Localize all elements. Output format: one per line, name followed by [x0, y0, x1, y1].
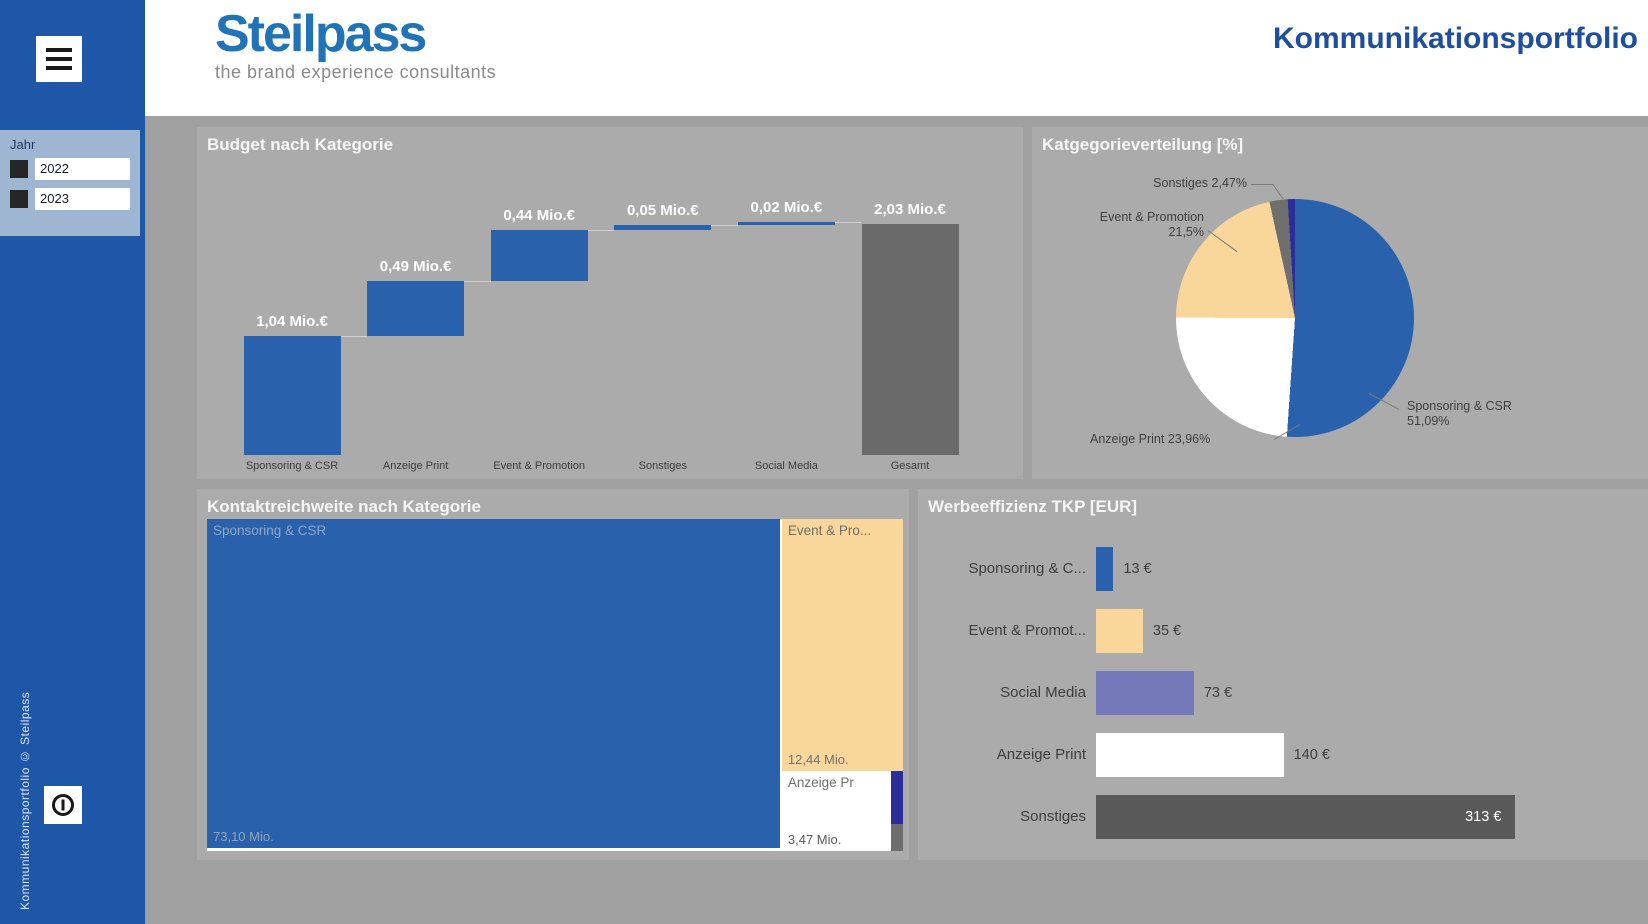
hbar-bar[interactable]: [1096, 671, 1194, 715]
treemap-chart[interactable]: Sponsoring & CSR 73,10 Mio. Event & Pro...…: [207, 519, 903, 851]
hbar-bar[interactable]: [1096, 609, 1143, 653]
panel-title: Budget nach Kategorie: [207, 135, 394, 154]
pie-slice-label-anzeige: Anzeige Print 23,96%: [1090, 432, 1211, 446]
treemap-tile-label: Anzeige Pr: [787, 774, 854, 790]
hbar-bar[interactable]: [1096, 547, 1114, 591]
year-option-label[interactable]: 2022: [35, 158, 130, 180]
info-icon: [52, 794, 74, 816]
hbar-value-label: 313 €: [1465, 809, 1502, 825]
tkp-bar-chart[interactable]: Sponsoring & C... 13 € Event & Promot... 35…: [926, 535, 1640, 851]
leader-line: [1251, 184, 1273, 185]
treemap-tile-value: 12,44 Mio.: [787, 751, 849, 767]
waterfall-value-label: 1,04 Mio.€: [256, 313, 328, 331]
hbar-row-label: Anzeige Print: [996, 746, 1086, 763]
waterfall-category-label: Gesamt: [890, 460, 930, 472]
waterfall-value-label: 0,44 Mio.€: [503, 207, 576, 225]
treemap-tile[interactable]: Sponsoring & CSR 73,10 Mio.: [207, 519, 780, 848]
waterfall-category-label: Anzeige Print: [382, 460, 449, 472]
treemap-tile[interactable]: [891, 824, 903, 851]
waterfall-bar[interactable]: [737, 221, 835, 225]
hbar-value-label: 73 €: [1203, 685, 1233, 701]
treemap-tile[interactable]: [891, 770, 903, 825]
waterfall-bar[interactable]: [367, 280, 465, 337]
panel-title: Kontaktreichweite nach Kategorie: [207, 497, 481, 516]
panel-kategorieverteilung: Katgegorieverteilung [%] Sonstiges 2,47%…: [1032, 127, 1648, 479]
checkbox-icon[interactable]: [10, 160, 28, 178]
panel-title: Werbeeffizienz TKP [EUR]: [928, 497, 1138, 516]
hbar-row-label: Social Media: [1000, 684, 1086, 701]
panel-kontaktreichweite: Kontaktreichweite nach Kategorie Sponsor…: [197, 489, 909, 860]
treemap-tile[interactable]: Event & Pro... 12,44 Mio.: [781, 519, 903, 771]
year-option-label[interactable]: 2023: [35, 188, 130, 210]
waterfall-bar[interactable]: [861, 223, 959, 455]
hbar-value-label: 13 €: [1123, 561, 1152, 577]
waterfall-value-label: 0,02 Mio.€: [750, 198, 823, 216]
hbar-row-label: Sonstiges: [1020, 808, 1086, 825]
hbar-bar[interactable]: [1096, 733, 1284, 777]
waterfall-bar[interactable]: [243, 336, 341, 455]
hbar-value-label: 35 €: [1152, 623, 1182, 639]
header: Steilpass the brand experience consultan…: [145, 0, 1648, 116]
leader-line: [1272, 184, 1284, 200]
hamburger-menu-button[interactable]: [36, 36, 82, 82]
waterfall-category-label: Sponsoring & CSR: [245, 460, 339, 472]
waterfall-category-label: Social Media: [754, 460, 818, 472]
waterfall-value-label: 0,49 Mio.€: [379, 257, 452, 275]
waterfall-connector: [711, 224, 738, 226]
hbar-row-label: Event & Promot...: [968, 622, 1086, 639]
waterfall-category-label: Sonstiges: [638, 460, 687, 472]
panel-title: Katgegorieverteilung [%]: [1042, 135, 1244, 154]
treemap-tile-value: 3,47 Mio.: [787, 831, 842, 847]
pie-slice-label-sonstiges: Sonstiges 2,47%: [1153, 176, 1247, 190]
waterfall-chart[interactable]: 1,04 Mio.€ Sponsoring & CSR 0,49 Mio.€ Anze…: [207, 171, 1007, 475]
waterfall-category-label: Event & Promotion: [493, 460, 586, 472]
report-canvas: Budget nach Kategorie 1,04 Mio.€ Sponsori…: [145, 116, 1648, 924]
waterfall-connector: [587, 230, 615, 232]
steilpass-logo: Steilpass the brand experience consultan…: [215, 8, 496, 83]
treemap-tile[interactable]: Anzeige Pr 3,47 Mio.: [781, 770, 890, 851]
sidebar: Jahr 2022 2023 Kommunikationsportfolio ©…: [0, 0, 145, 924]
hbar-bar[interactable]: [1096, 795, 1516, 839]
pie-slice-label-sponsoring: Sponsoring & CSR 51,09%: [1407, 399, 1512, 428]
logo-tagline: the brand experience consultants: [215, 62, 497, 82]
pie-slice-label-event: Event & Promotion 21,5%: [1099, 210, 1204, 239]
hamburger-icon: [46, 48, 72, 52]
checkbox-icon[interactable]: [10, 190, 28, 208]
year-slicer: Jahr 2022 2023: [0, 130, 140, 236]
report-title: Kommunikationsportfolio: [1273, 22, 1638, 55]
logo-text: Steilpass: [215, 5, 427, 63]
waterfall-bar[interactable]: [614, 224, 712, 231]
hbar-row-label: Sponsoring & C...: [968, 560, 1086, 577]
waterfall-bar[interactable]: [490, 230, 588, 281]
hbar-value-label: 140 €: [1293, 747, 1330, 763]
panel-werbeeffizienz-tkp: Werbeeffizienz TKP [EUR] Sponsoring & C.…: [918, 489, 1648, 860]
treemap-tile-label: Event & Pro...: [787, 523, 872, 538]
info-button[interactable]: [44, 786, 82, 824]
waterfall-connector: [340, 336, 368, 338]
slicer-title: Jahr: [10, 137, 36, 152]
year-option-2022[interactable]: 2022: [10, 158, 130, 180]
treemap-tile-value: 73,10 Mio.: [213, 829, 274, 844]
waterfall-value-label: 2,03 Mio.€: [874, 200, 946, 218]
sidebar-footer-text: Kommunikationsportfolio © Steilpass: [18, 691, 32, 910]
pie-chart[interactable]: [1176, 199, 1414, 437]
waterfall-value-label: 0,05 Mio.€: [626, 201, 699, 219]
panel-budget-nach-kategorie: Budget nach Kategorie 1,04 Mio.€ Sponsori…: [197, 127, 1023, 479]
waterfall-connector: [464, 280, 491, 282]
year-option-2023[interactable]: 2023: [10, 188, 130, 210]
waterfall-connector: [834, 222, 862, 224]
treemap-tile-label: Sponsoring & CSR: [213, 523, 327, 538]
